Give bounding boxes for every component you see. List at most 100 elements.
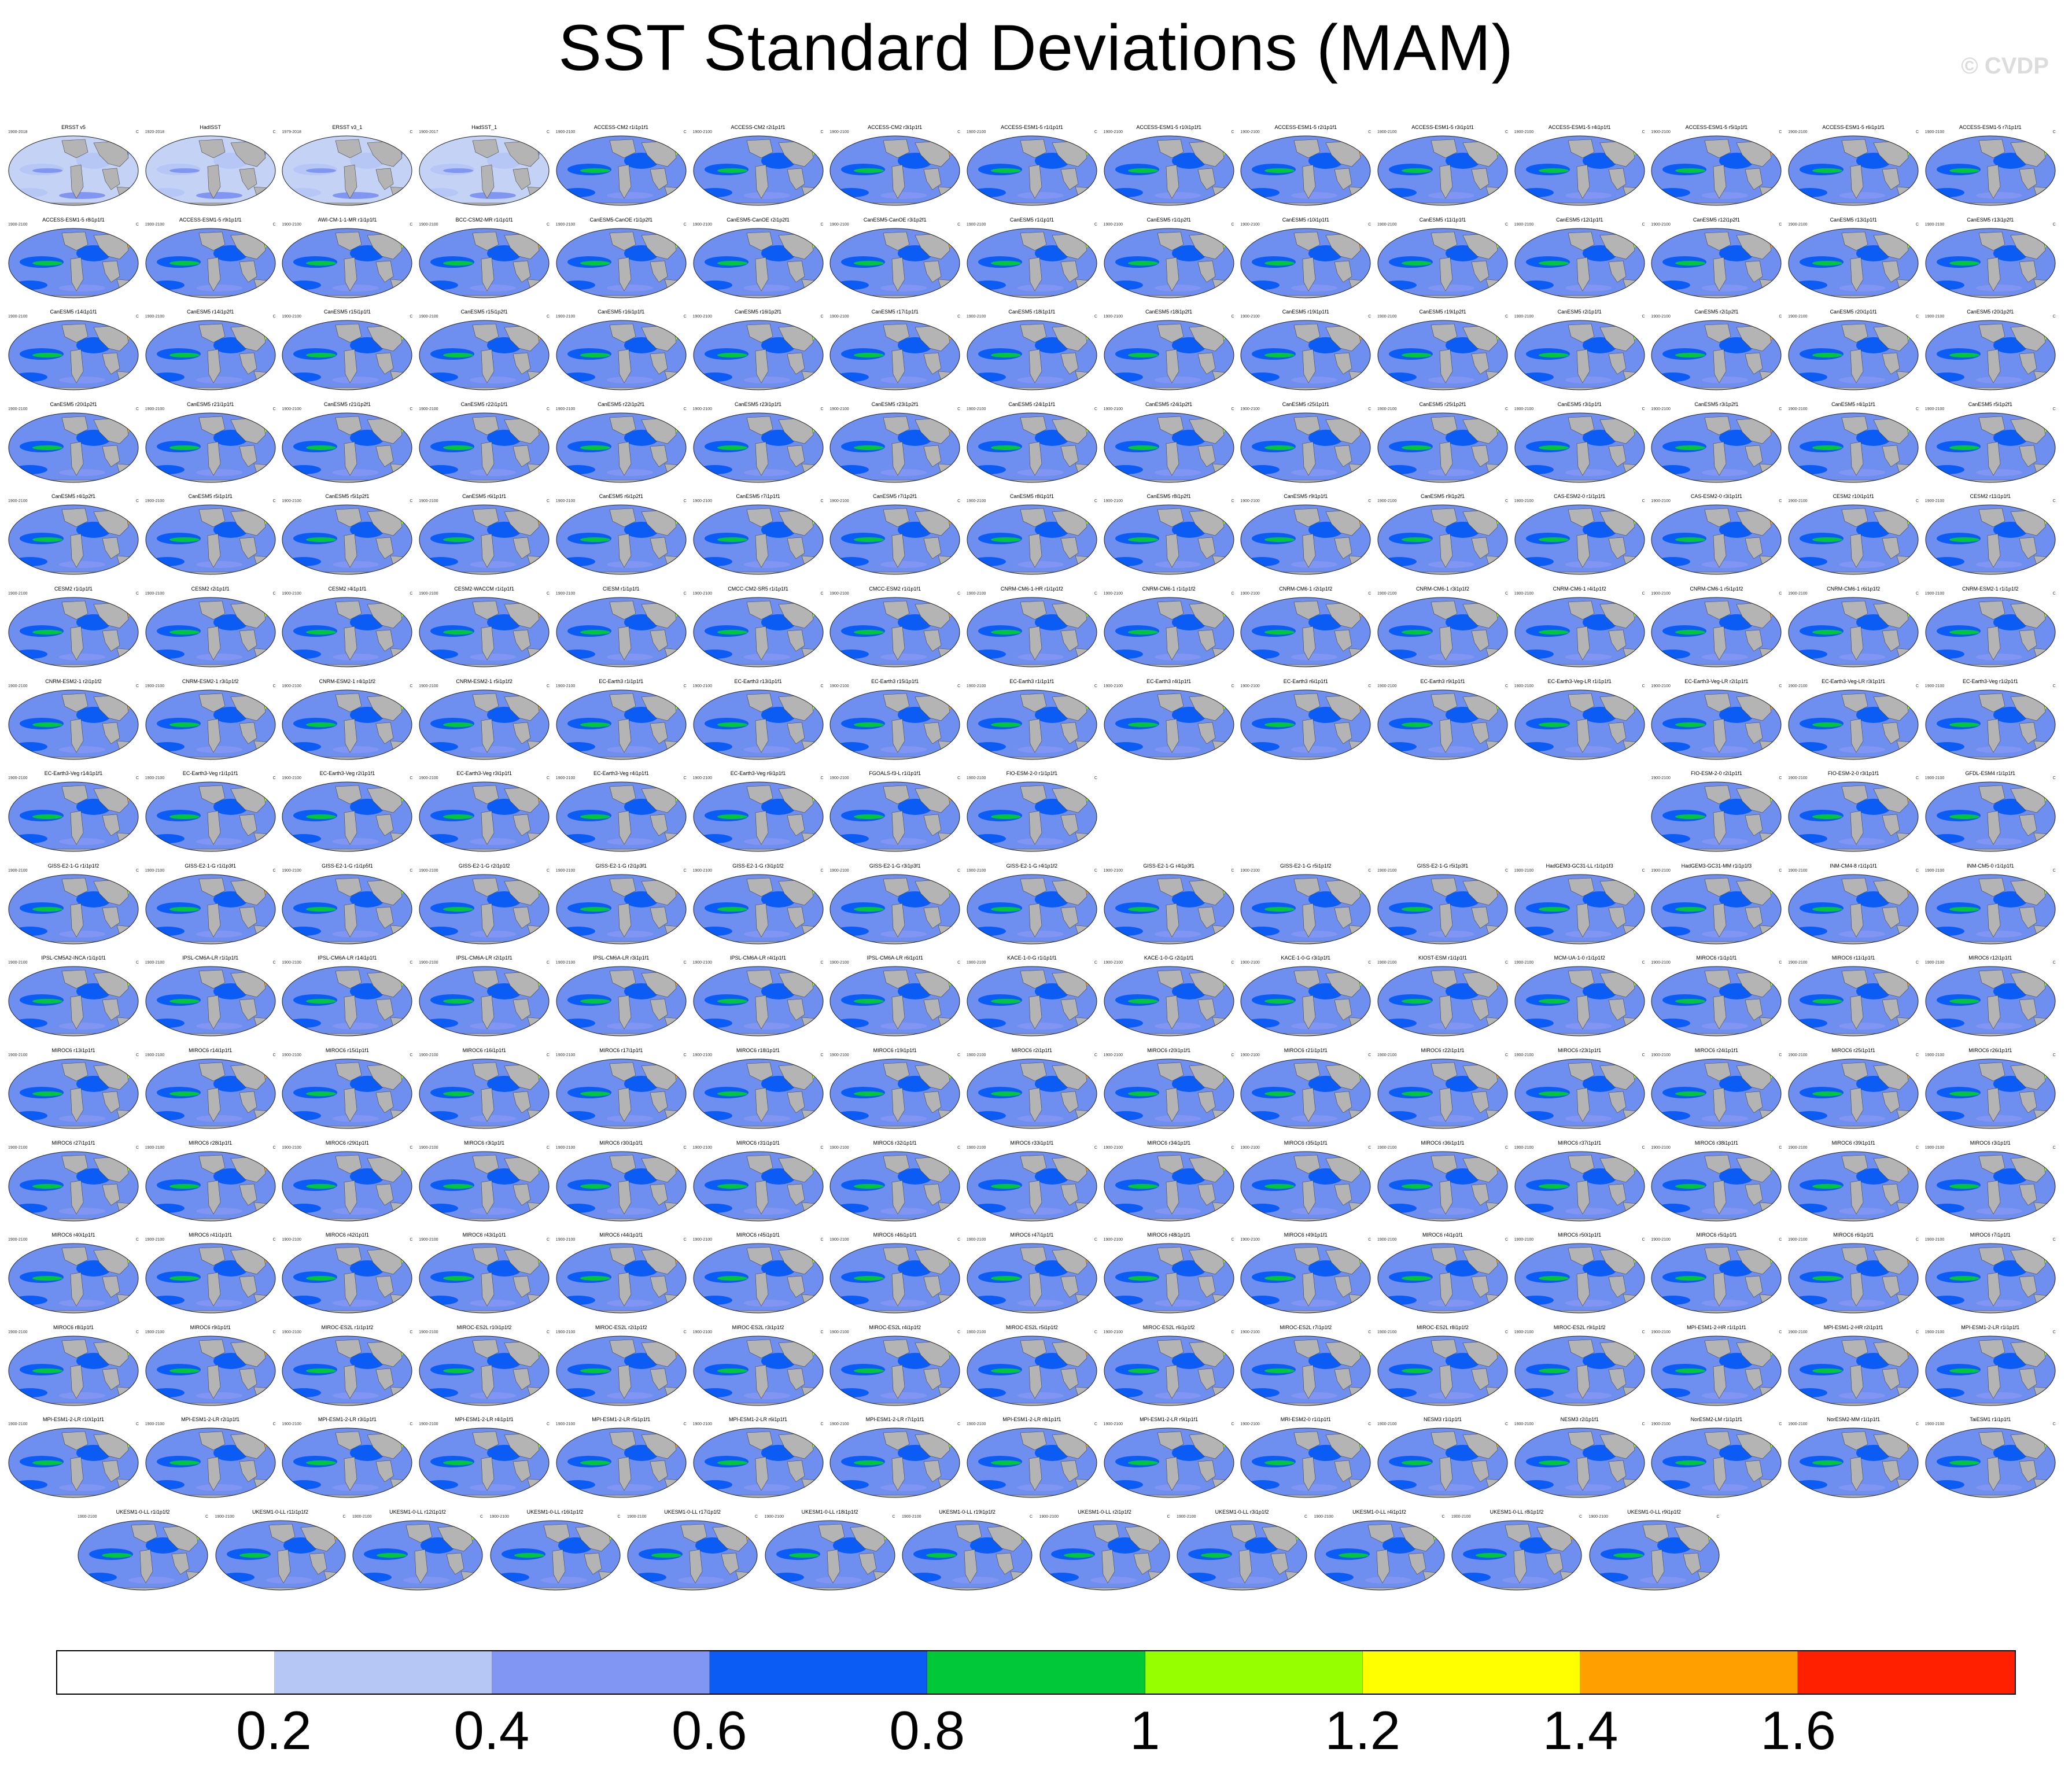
map-panel: FIO-ESM-2-0 r1i1p1f1 1900-2100 C (965, 769, 1098, 856)
variability-region (1793, 926, 1828, 936)
sst-map (145, 228, 276, 298)
panel-years: 1900-2100 (1240, 1145, 1260, 1150)
land-mass (292, 941, 403, 944)
panel-unit: C (1779, 776, 1782, 781)
variability-region (423, 742, 459, 751)
map-panel: MIROC6 r18i1p1f1 1900-2100 C (692, 1046, 825, 1133)
panel-title: CanESM5 r23i1p2f1 (871, 401, 919, 407)
panel-unit: C (1505, 1145, 1508, 1150)
panel-title: MIROC6 r1i1p1f1 (1696, 955, 1737, 961)
map-panel: MIROC6 r3i1p1f1 1900-2100 C (1924, 1139, 2057, 1226)
map-panel: GFDL-ESM4 r1i1p1f1 1900-2100 C (1924, 769, 2057, 856)
variability-region (169, 722, 200, 727)
land-mass (839, 941, 950, 944)
sst-map (829, 1151, 960, 1222)
panel-unit: C (2052, 961, 2056, 965)
variability-region (990, 260, 1021, 265)
variability-region (286, 464, 322, 474)
land-mass (1608, 168, 1627, 190)
panel-title: UKESM1-0-LL r3i1p1f2 (1215, 1509, 1269, 1515)
land-mass (923, 168, 942, 190)
land-mass (566, 1126, 677, 1128)
panel-years: 1900-2100 (829, 407, 849, 411)
map-outline (1104, 320, 1234, 390)
panel-unit: C (957, 315, 961, 319)
sst-map (556, 781, 687, 852)
land-mass (1568, 139, 1595, 158)
map-outline (419, 412, 550, 483)
variability-region (1702, 284, 1749, 292)
sst-map (1377, 1058, 1508, 1129)
land-mass (429, 757, 540, 759)
variability-region (196, 930, 242, 938)
land-mass (1935, 941, 2046, 944)
variability-region (1929, 1388, 1964, 1397)
sst-map (282, 228, 412, 298)
panel-unit: C (1368, 1053, 1371, 1057)
map-panel: MIROC-ES2L r4i1p1f2 1900-2100 C (828, 1323, 961, 1410)
variability-region (1154, 1115, 1201, 1122)
variability-region (32, 353, 62, 358)
map-panel: CESM2 r4i1p1f1 1900-2100 C (281, 585, 414, 672)
panel-years: 1900-2100 (692, 776, 712, 781)
map-panel: MIROC6 r24i1p1f1 1900-2100 C (1650, 1046, 1783, 1133)
variability-region (32, 1091, 62, 1096)
map-panel: CanESM5 r3i1p2f1 1900-2100 C (1650, 400, 1783, 487)
sst-map (967, 1151, 1097, 1222)
panel-years: 1979-2018 (282, 130, 301, 134)
land-mass (87, 1587, 198, 1590)
variability-region (560, 1480, 595, 1490)
panel-title: GISS-E2-1-G r4i1p3f1 (1143, 862, 1194, 869)
variability-region (470, 1392, 517, 1399)
variability-region (1675, 722, 1706, 727)
map-panel: CanESM5 r23i1p2f1 1900-2100 C (828, 400, 961, 487)
land-mass (775, 1587, 885, 1590)
sst-map (1788, 320, 1919, 390)
cvdp-watermark: © CVDP (1961, 53, 2049, 79)
land-mass (1197, 260, 1215, 283)
variability-region (880, 469, 927, 476)
variability-region (1518, 1388, 1554, 1397)
land-mass (513, 352, 531, 375)
map-panel: CanESM5 r12i1p2f1 1900-2100 C (1650, 216, 1783, 303)
panel-unit: C (135, 499, 139, 504)
variability-region (1402, 168, 1432, 173)
land-mass (1935, 1218, 2046, 1221)
panel-unit: C (1916, 315, 1919, 319)
panel-title: CanESM5-CanOE r3i1p2f1 (863, 216, 927, 223)
panel-unit: C (1642, 130, 1645, 134)
panel-title: ACCESS-ESM1-5 r10i1p1f1 (1136, 124, 1201, 130)
land-mass (429, 849, 540, 852)
variability-region (443, 1276, 474, 1281)
panel-years: 1900-2100 (692, 1330, 712, 1334)
map-panel: HadGEM3-GC31-MM r1i1p1f3 1900-2100 C (1650, 862, 1783, 949)
map-panel: ACCESS-ESM1-5 r8i1p1f1 1900-2100 C (7, 216, 140, 303)
land-mass (1250, 572, 1361, 575)
variability-region (1402, 906, 1432, 912)
map-panel: MIROC6 r9i1p1f1 1900-2100 C (144, 1323, 277, 1410)
variability-region (1975, 469, 2022, 476)
variability-region (196, 1023, 242, 1030)
panel-years: 1900-2100 (1651, 1330, 1671, 1334)
map-panel: MIROC6 r16i1p1f1 1900-2100 C (418, 1046, 551, 1133)
colorbar-tick-label: 0.8 (889, 1700, 965, 1761)
panel-unit: C (1368, 1330, 1371, 1334)
variability-region (1949, 722, 1979, 727)
map-panel: MIROC6 r23i1p1f1 1900-2100 C (1513, 1046, 1646, 1133)
sst-map (556, 1336, 687, 1406)
panel-unit: C (547, 499, 550, 504)
land-mass (1599, 1587, 1709, 1590)
map-panel: GISS-E2-1-G r5i1p3f1 1900-2100 C (1376, 862, 1509, 949)
variability-region (560, 650, 595, 659)
panel-years: 1900-2100 (1788, 130, 1808, 134)
panel-years: 1900-2100 (1240, 222, 1260, 227)
variability-region (606, 561, 653, 569)
land-mass (883, 416, 910, 436)
panel-title: CanESM5 r2i1p2f1 (1694, 309, 1739, 315)
variability-region (470, 1207, 517, 1215)
map-panel: MIROC6 r29i1p1f1 1900-2100 C (281, 1139, 414, 1226)
map-panel: CanESM5-CanOE r2i1p2f1 1900-2100 C (692, 216, 825, 303)
variability-region (443, 906, 474, 912)
variability-region (953, 1577, 999, 1584)
variability-region (854, 722, 884, 727)
